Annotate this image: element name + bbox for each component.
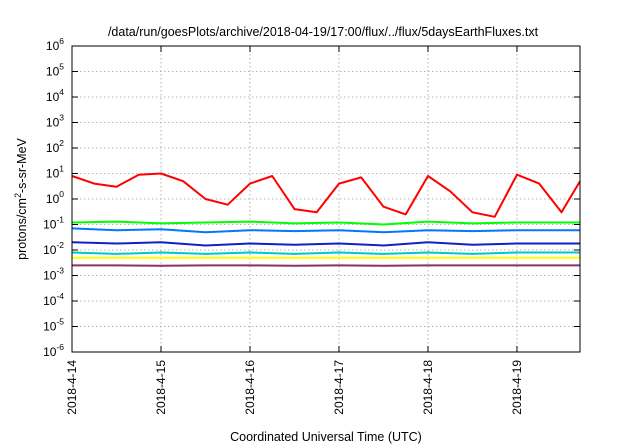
series-line-1 bbox=[71, 172, 581, 218]
y-tick-label: 106 bbox=[46, 36, 64, 53]
y-tick-label: 10-6 bbox=[43, 342, 64, 359]
series-line-3 bbox=[71, 227, 580, 234]
y-tick-label: 10-4 bbox=[43, 291, 64, 308]
y-tick-label: 105 bbox=[46, 62, 64, 79]
series-line-4 bbox=[71, 241, 580, 247]
x-tick-label: 2018-4-17 bbox=[332, 360, 346, 415]
x-tick-label: 2018-4-18 bbox=[421, 360, 435, 415]
x-tick-label: 2018-4-15 bbox=[154, 360, 168, 415]
y-tick-label: 100 bbox=[46, 189, 64, 206]
x-tick-label: 2018-4-16 bbox=[243, 360, 257, 415]
y-tick-label: 104 bbox=[46, 87, 64, 104]
series-line-2 bbox=[71, 220, 580, 226]
series-line-5 bbox=[71, 251, 580, 255]
y-tick-label: 103 bbox=[46, 113, 64, 130]
y-tick-label: 101 bbox=[46, 164, 64, 181]
y-tick-label: 10-2 bbox=[43, 240, 64, 257]
x-axis: 2018-4-14 2018-4-15 2018-4-16 2018-4-17 2018… bbox=[65, 46, 524, 415]
chart-title: /data/run/goesPlots/archive/2018-04-19/1… bbox=[108, 25, 539, 39]
y-tick-label: 102 bbox=[46, 138, 64, 155]
y-tick-label: 10-1 bbox=[43, 215, 64, 232]
y-tick-label: 10-3 bbox=[43, 266, 64, 283]
x-tick-label: 2018-4-19 bbox=[510, 360, 524, 415]
series-layer bbox=[71, 172, 581, 267]
y-axis: 10-6 10-5 10-4 10-3 10-2 10-1 100 101 102 103 104 1… bbox=[43, 36, 580, 359]
x-tick-label: 2018-4-14 bbox=[65, 360, 79, 415]
y-tick-label: 10-5 bbox=[43, 317, 64, 334]
x-axis-label: Coordinated Universal Time (UTC) bbox=[230, 430, 422, 444]
y-axis-label: protons/cm2-s-sr-MeV bbox=[13, 137, 29, 259]
